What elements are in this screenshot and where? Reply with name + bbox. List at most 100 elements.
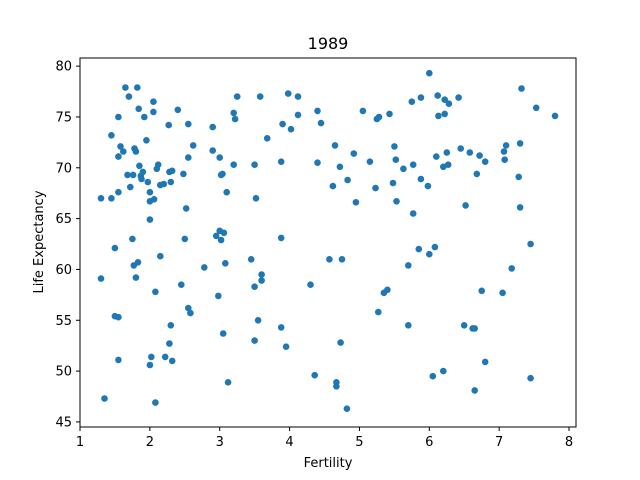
data-point bbox=[201, 264, 208, 271]
data-point bbox=[174, 106, 182, 114]
data-point bbox=[409, 161, 417, 168]
data-point bbox=[417, 175, 425, 183]
data-point bbox=[152, 399, 159, 406]
data-point bbox=[150, 98, 157, 105]
data-point bbox=[97, 195, 105, 202]
data-point bbox=[435, 112, 442, 120]
data-point bbox=[233, 93, 241, 100]
data-point bbox=[393, 198, 400, 205]
data-point bbox=[180, 170, 187, 178]
data-point bbox=[223, 188, 230, 196]
data-point bbox=[138, 175, 145, 183]
y-tick-label: 70 bbox=[55, 161, 72, 176]
data-point bbox=[108, 195, 115, 202]
data-point bbox=[441, 96, 449, 103]
data-point bbox=[144, 178, 152, 186]
data-point bbox=[115, 153, 122, 160]
data-point bbox=[473, 170, 481, 178]
data-point bbox=[219, 330, 227, 337]
data-point bbox=[132, 274, 140, 281]
x-tick-label: 5 bbox=[355, 435, 363, 450]
data-point bbox=[408, 98, 416, 105]
data-point bbox=[219, 170, 226, 178]
data-point bbox=[500, 148, 508, 155]
data-point bbox=[220, 229, 228, 237]
data-point bbox=[508, 265, 515, 272]
plot-frame bbox=[79, 57, 577, 428]
data-point bbox=[256, 93, 264, 100]
data-point bbox=[462, 202, 469, 209]
x-tick-label: 4 bbox=[285, 435, 293, 450]
data-point bbox=[527, 240, 534, 248]
data-point bbox=[129, 171, 137, 179]
data-point bbox=[251, 337, 258, 344]
data-point bbox=[372, 184, 379, 192]
data-point bbox=[471, 387, 479, 394]
data-point bbox=[294, 111, 302, 119]
data-point bbox=[515, 173, 522, 181]
data-point bbox=[132, 148, 140, 155]
data-point bbox=[161, 353, 169, 361]
data-point bbox=[431, 243, 439, 251]
data-point bbox=[258, 271, 265, 278]
x-axis-label: Fertility bbox=[304, 456, 353, 471]
data-point bbox=[457, 145, 465, 152]
data-point bbox=[167, 178, 175, 186]
data-point bbox=[115, 356, 122, 364]
data-point bbox=[277, 234, 285, 242]
y-tick-label: 50 bbox=[55, 365, 72, 380]
data-point bbox=[134, 259, 142, 266]
data-point bbox=[150, 108, 157, 116]
data-point bbox=[111, 244, 119, 252]
x-tick-label: 3 bbox=[216, 435, 224, 450]
data-point bbox=[277, 158, 285, 165]
data-point bbox=[405, 262, 412, 269]
data-point bbox=[314, 107, 321, 115]
data-point bbox=[344, 176, 351, 184]
data-point bbox=[115, 313, 122, 321]
data-point bbox=[338, 255, 346, 263]
data-point bbox=[251, 161, 258, 168]
data-point bbox=[157, 252, 164, 260]
data-point bbox=[101, 395, 108, 402]
data-point bbox=[331, 142, 339, 149]
data-point bbox=[333, 383, 340, 390]
data-point bbox=[247, 255, 255, 263]
y-tick-label: 55 bbox=[55, 314, 72, 329]
data-point bbox=[134, 84, 141, 91]
data-point bbox=[230, 109, 237, 117]
data-point bbox=[400, 165, 407, 173]
data-point bbox=[429, 372, 437, 380]
data-point bbox=[466, 149, 474, 156]
data-point bbox=[143, 137, 150, 144]
data-point bbox=[146, 216, 154, 223]
data-point bbox=[481, 158, 489, 165]
data-point bbox=[440, 367, 447, 375]
data-point bbox=[146, 361, 154, 369]
data-point bbox=[294, 93, 302, 100]
data-point bbox=[352, 199, 360, 206]
data-point bbox=[251, 283, 258, 291]
data-point bbox=[389, 179, 397, 187]
y-axis-label: Life Expectancy bbox=[32, 190, 47, 293]
data-point bbox=[375, 113, 383, 121]
data-point bbox=[148, 353, 155, 361]
data-point bbox=[445, 100, 453, 107]
data-point bbox=[125, 93, 133, 100]
data-point bbox=[443, 149, 451, 156]
data-point bbox=[386, 110, 393, 118]
data-point bbox=[230, 161, 237, 168]
data-point bbox=[499, 289, 506, 297]
points-layer bbox=[97, 69, 559, 413]
data-point bbox=[516, 204, 524, 211]
data-point bbox=[366, 158, 374, 165]
data-point bbox=[146, 188, 154, 196]
data-point bbox=[231, 115, 239, 123]
x-tick-label: 6 bbox=[425, 435, 433, 450]
data-point bbox=[336, 163, 344, 171]
data-point bbox=[384, 286, 391, 294]
data-point bbox=[518, 85, 525, 92]
